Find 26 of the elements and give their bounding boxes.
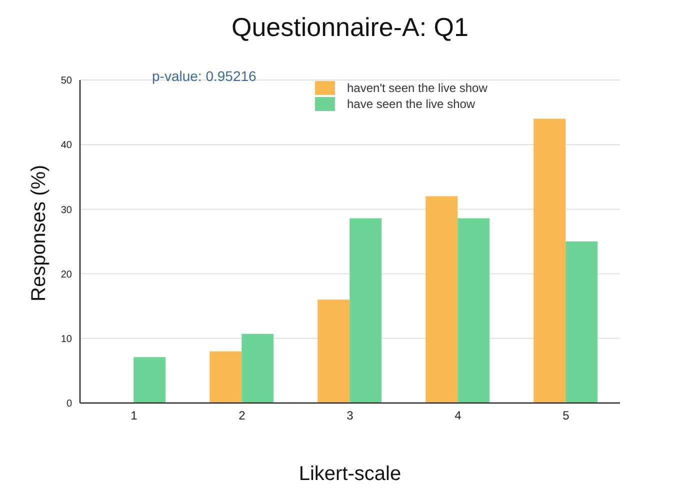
bar	[350, 218, 382, 403]
bar	[566, 242, 598, 403]
x-tick-label: 3	[346, 408, 354, 423]
y-tick-label: 30	[60, 204, 72, 216]
x-tick-label: 5	[562, 408, 570, 423]
legend-label: have seen the live show	[347, 97, 476, 111]
y-tick-label: 10	[60, 334, 72, 345]
y-tick-label: 40	[60, 140, 72, 152]
y-axis-title: Responses (%)	[28, 164, 50, 302]
bar	[242, 334, 274, 403]
bar	[534, 118, 566, 403]
legend-label: haven't seen the live show	[347, 81, 488, 95]
chart-title: Questionnaire-A: Q1	[230, 12, 470, 43]
y-tick-label: 0	[66, 398, 72, 410]
y-tick-label: 20	[60, 269, 72, 280]
annotation: p-value: 0.95216	[152, 68, 256, 84]
bar	[134, 357, 166, 403]
x-tick-label: 4	[454, 408, 462, 423]
x-axis-title: Likert-scale	[298, 463, 402, 485]
bar	[210, 351, 242, 403]
bar	[426, 196, 458, 403]
bar	[318, 300, 350, 403]
x-tick-label: 1	[130, 408, 138, 423]
bar	[458, 218, 490, 403]
x-tick-label: 2	[238, 408, 246, 423]
y-tick-label: 50	[60, 76, 72, 87]
